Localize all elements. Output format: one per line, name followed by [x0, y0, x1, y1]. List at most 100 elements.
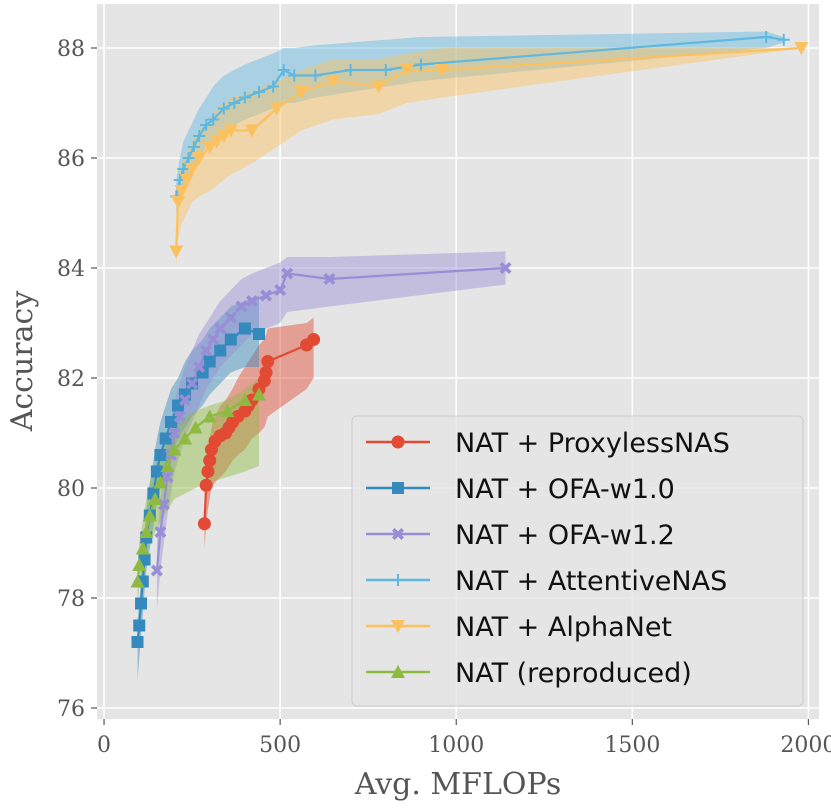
- nat-ofa-w1-2-point: [274, 284, 287, 296]
- series-markers: [130, 31, 809, 648]
- nat-ofa-w1-2-point: [161, 471, 174, 483]
- nat-reproduced-point: [252, 387, 267, 401]
- nat-reproduced-point: [178, 431, 193, 445]
- nat-reproduced-point: [132, 558, 147, 571]
- legend-marker-nat-ofa-w1-0: [392, 482, 404, 494]
- nat-ofa-w1-0-point: [133, 619, 146, 632]
- y-tick-label: 86: [57, 147, 85, 172]
- nat-attentivenas-point: [253, 86, 266, 98]
- nat-ofa-w1-0-point: [253, 328, 266, 340]
- nat-attentivenas-point: [777, 33, 790, 46]
- nat-ofa-w1-0-point: [154, 449, 167, 461]
- nat-reproduced-point: [130, 574, 145, 588]
- nat-alphanet-point: [174, 185, 189, 198]
- legend-marker-nat-proxylessnas: [391, 435, 405, 449]
- legend-marker-nat-alphanet: [391, 620, 405, 633]
- legend-box: [351, 415, 804, 707]
- nat-attentivenas-point: [200, 119, 213, 131]
- nat-alphanet-point: [244, 124, 259, 138]
- nat-proxylessnas-point: [259, 366, 273, 379]
- nat-attentivenas-point: [207, 113, 220, 126]
- legend-marker-nat-reproduced: [391, 665, 405, 678]
- nat-ofa-w1-2-point: [173, 410, 186, 423]
- nat-alphanet-point: [171, 196, 186, 209]
- nat-reproduced-point: [220, 404, 235, 417]
- nat-attentivenas-point: [760, 31, 773, 43]
- nat-ofa-w1-0-point: [238, 322, 251, 335]
- nat-alphanet-point: [223, 124, 238, 138]
- nat-proxylessnas-band: [204, 317, 314, 549]
- legend-label-nat-reproduced: NAT (reproduced): [455, 658, 692, 689]
- nat-attentivenas-point: [379, 64, 392, 76]
- legend-marker-nat-ofa-w1-2: [392, 528, 404, 540]
- nat-ofa-w1-2-point: [207, 333, 220, 346]
- nat-ofa-w1-2-point: [260, 289, 273, 302]
- nat-ofa-w1-0-point: [164, 416, 177, 428]
- nat-proxylessnas-point: [197, 517, 211, 531]
- legend-label-nat-attentivenas: NAT + AttentiveNAS: [455, 566, 727, 597]
- nat-attentivenas-point: [217, 102, 230, 115]
- nat-alphanet-point: [169, 245, 184, 259]
- nat-attentivenas-point: [277, 64, 290, 76]
- nat-proxylessnas-point: [261, 355, 275, 368]
- y-tick-label: 88: [57, 37, 85, 62]
- y-tick-label: 76: [57, 697, 85, 722]
- nat-ofa-w1-2-point: [281, 267, 294, 280]
- nat-ofa-w1-2-point: [168, 427, 181, 439]
- nat-alphanet-point: [216, 130, 231, 143]
- nat-attentivenas-point: [228, 97, 241, 109]
- nat-alphanet-point: [202, 141, 217, 154]
- nat-reproduced-point: [167, 442, 182, 456]
- nat-proxylessnas-point: [201, 465, 215, 478]
- nat-ofa-w1-0-point: [135, 597, 148, 610]
- y-tick-label: 82: [57, 367, 85, 392]
- legend-label-nat-alphanet: NAT + AlphaNet: [455, 612, 672, 643]
- nat-ofa-w1-2-point: [214, 322, 227, 335]
- nat-ofa-w1-2-point: [245, 295, 258, 307]
- nat-alphanet-point: [179, 174, 194, 187]
- nat-ofa-w1-0-point: [224, 333, 237, 346]
- y-tick-label: 84: [57, 257, 85, 282]
- y-axis-label: Accuracy: [5, 291, 40, 433]
- y-tick-label: 78: [57, 587, 85, 612]
- nat-alphanet-band: [176, 48, 802, 268]
- nat-ofa-w1-2-point: [179, 394, 192, 406]
- nat-reproduced-point: [237, 393, 252, 406]
- x-tick-label: 0: [97, 733, 111, 758]
- tick-labels: 0 500 1000 1500 2000 76 78 80 82 84 86 88: [57, 37, 831, 758]
- legend-label-nat-ofa-w1-0: NAT + OFA-w1.0: [455, 474, 675, 505]
- nat-attentivenas-point: [267, 80, 280, 93]
- nat-attentivenas-point: [193, 130, 206, 142]
- x-tick-label: 1500: [604, 733, 660, 758]
- nat-alphanet-point: [325, 75, 340, 88]
- nat-ofa-w1-2-point: [154, 526, 167, 538]
- y-tick-label: 80: [57, 477, 85, 502]
- nat-ofa-w1-2-point: [193, 361, 206, 373]
- nat-ofa-w1-0-point: [131, 636, 144, 648]
- x-tick-label: 1000: [428, 733, 484, 758]
- nat-attentivenas-point: [238, 91, 251, 104]
- nat-alphanet-point: [399, 64, 414, 77]
- nat-alphanet-point: [185, 163, 200, 176]
- nat-reproduced-point: [142, 508, 157, 522]
- x-tick-label: 2000: [780, 733, 831, 758]
- nat-attentivenas-point: [187, 141, 200, 153]
- nat-alphanet-point: [371, 80, 386, 94]
- legend-marker-nat-attentivenas: [392, 574, 404, 586]
- nat-reproduced-point: [153, 475, 168, 489]
- nat-alphanet-point: [209, 135, 224, 149]
- nat-reproduced-point: [139, 525, 154, 538]
- nat-alphanet-point: [435, 64, 450, 77]
- nat-reproduced-point: [188, 420, 203, 434]
- nat-ofa-w1-2-point: [186, 377, 199, 390]
- legend-label-nat-proxylessnas: NAT + ProxylessNAS: [455, 428, 730, 459]
- nat-ofa-w1-2-point: [235, 300, 248, 313]
- x-axis-label: Avg. MFLOPs: [354, 767, 562, 802]
- nat-attentivenas-point: [309, 69, 322, 82]
- nat-ofa-w1-2-point: [323, 273, 336, 285]
- nat-proxylessnas-point: [307, 333, 321, 346]
- nat-ofa-w1-2-point: [224, 311, 237, 324]
- legend-label-nat-ofa-w1-2: NAT + OFA-w1.2: [455, 520, 675, 551]
- legend: NAT + ProxylessNAS NAT + OFA-w1.0 NAT + OF…: [351, 415, 804, 707]
